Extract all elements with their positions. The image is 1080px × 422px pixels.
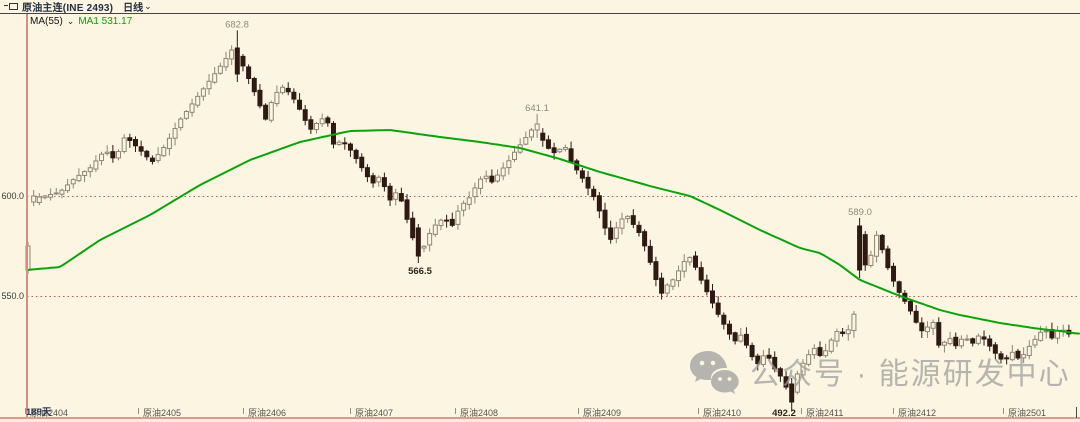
x-axis-label: 原油2409 [583,408,622,418]
ma1-value-label: MA1 531.17 [78,16,133,27]
y-axis-label: 550.0 [1,291,24,301]
instrument-title: 原油主连(INE 2493) [22,3,114,14]
x-axis-tick [350,408,351,414]
x-axis-tick [1003,408,1004,414]
days-count-label: 189天 [26,407,52,418]
x-axis-tick [455,408,456,414]
x-axis-tick [698,408,699,414]
x-axis-tick [893,408,894,414]
x-axis-label: 原油2404 [30,408,69,418]
x-axis-label: 原油2411 [806,408,844,418]
x-axis-label: 原油2410 [703,408,742,418]
window-restore-icon[interactable] [4,3,18,10]
y-axis-label: 600.0 [1,191,24,201]
candles [25,30,1072,412]
price-annotation: 492.2 [772,408,796,419]
x-axis-tick [138,408,139,414]
right-edge-tick [1076,407,1077,418]
ma55-line [26,129,1080,335]
x-axis-label: 原油2405 [143,408,182,418]
ma-selector[interactable]: MA(55) [30,16,63,27]
price-annotation: 589.0 [848,207,872,218]
x-axis-tick [578,408,579,414]
x-axis-label: 原油2406 [248,408,287,418]
x-axis-tick [243,408,244,414]
bottom-strip [0,419,1080,422]
x-axis-label: 原油2412 [898,408,937,418]
price-annotation: 641.1 [525,103,549,114]
x-axis-label: 原油2407 [355,408,394,418]
chart-title-bar: 原油主连(INE 2493) 日线 ⌄ [0,0,1080,14]
price-annotation: 682.8 [225,19,249,30]
x-axis-line [0,417,1080,419]
chevron-down-icon[interactable]: ⌄ [144,1,152,11]
grid-lines [27,196,1080,297]
ma-legend: MA(55) ⌄ MA1 531.17 [30,16,132,27]
price-annotation: 566.5 [408,266,432,277]
y-axis-line [26,13,28,419]
chevron-down-icon[interactable]: ⌄ [66,16,75,26]
x-axis-tick [25,408,26,414]
timeframe-selector[interactable]: 日线 [123,3,144,14]
x-axis-tick [801,408,802,414]
x-axis-label: 原油2408 [460,408,499,418]
x-axis-label: 原油2501 [1008,408,1047,418]
